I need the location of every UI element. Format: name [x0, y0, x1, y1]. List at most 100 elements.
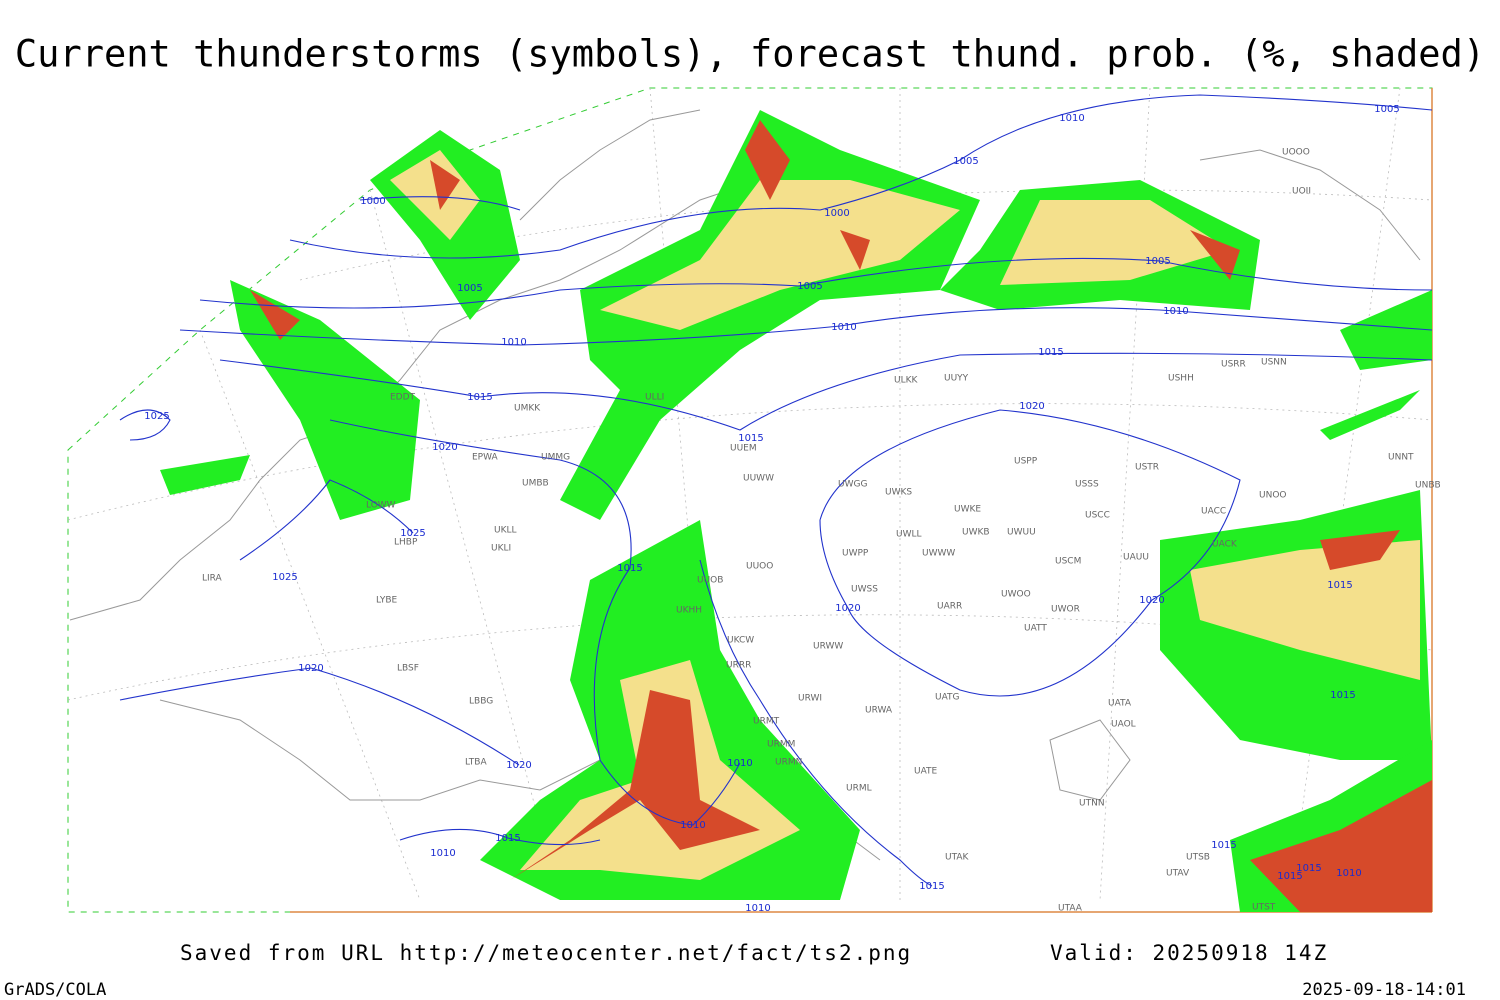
station-code: URMN — [775, 758, 802, 768]
station-code: UWOR — [1051, 605, 1080, 615]
station-code: UATE — [914, 767, 938, 777]
station-code: UKLL — [494, 526, 517, 536]
isobar-label: 1025 — [144, 411, 169, 422]
station-code: URWI — [798, 694, 822, 704]
station-code: UWUU — [1007, 528, 1036, 538]
station-code: UWKE — [954, 505, 981, 515]
station-code: UWLL — [896, 530, 922, 540]
station-code: UWGG — [838, 480, 867, 490]
isobar-label: 1010 — [1163, 306, 1188, 317]
station-code: UWKS — [885, 488, 912, 498]
station-code: UTAV — [1166, 869, 1190, 879]
station-code: LBBG — [469, 697, 493, 707]
station-code: USPP — [1014, 457, 1038, 467]
software-credit: GrADS/COLA — [4, 980, 106, 1000]
isobar-label: 1000 — [824, 208, 849, 219]
station-code: UTAA — [1058, 904, 1083, 914]
station-code: LYBE — [376, 596, 397, 606]
station-code: UTSB — [1186, 853, 1210, 863]
isobar-label: 1010 — [727, 758, 752, 769]
isobar-label: 1020 — [432, 442, 457, 453]
station-code: UMKK — [514, 404, 541, 414]
isobar-label: 1005 — [797, 281, 822, 292]
station-code: UARR — [937, 602, 962, 612]
station-code: ULKK — [894, 376, 919, 386]
station-code: URMT — [753, 717, 780, 727]
station-code: UAUU — [1123, 553, 1149, 563]
isobar-label: 1020 — [506, 760, 531, 771]
station-code: USCC — [1085, 511, 1110, 521]
station-code: URML — [846, 784, 872, 794]
isobars — [119, 94, 1433, 887]
station-code: UMMG — [541, 453, 570, 463]
station-code: LIRA — [202, 574, 223, 584]
station-code: UKHH — [676, 606, 702, 616]
station-code: EDDT — [390, 393, 416, 403]
isobar-label: 1020 — [1019, 401, 1044, 412]
station-code: UUOB — [697, 576, 723, 586]
station-code: UOOO — [1282, 148, 1310, 158]
isobar-label: 1010 — [831, 322, 856, 333]
station-code: UATA — [1108, 699, 1132, 709]
isobar-label: 1010 — [745, 903, 770, 914]
isobar-label: 1010 — [680, 820, 705, 831]
isobar-label: 1005 — [1145, 256, 1170, 267]
station-code: UAOL — [1111, 720, 1136, 730]
station-code: UWPP — [842, 549, 869, 559]
map-labels: 1000 1005 1010 1015 1020 1025 1025 1025 1020 1020… — [144, 104, 1440, 914]
isobar-label: 1020 — [298, 663, 323, 674]
station-code: URWA — [865, 706, 893, 716]
isobar-label: 1010 — [501, 337, 526, 348]
station-code: UUOO — [746, 562, 773, 572]
station-code: UWOO — [1001, 590, 1031, 600]
station-code: USCM — [1055, 557, 1081, 567]
station-code: EPWA — [472, 453, 499, 463]
station-code: UUYY — [944, 374, 969, 384]
station-code: UTAK — [945, 853, 970, 863]
timestamp: 2025-09-18-14:01 — [1302, 980, 1466, 1000]
station-code: USHH — [1168, 374, 1194, 384]
isobar-label: 1020 — [835, 603, 860, 614]
station-code: UNOO — [1259, 491, 1287, 501]
isobar-label: 1015 — [738, 433, 763, 444]
station-code: USNN — [1261, 358, 1287, 368]
station-code: ULLI — [645, 393, 664, 403]
station-code: UNBB — [1415, 481, 1441, 491]
isobar-label: 1005 — [953, 156, 978, 167]
station-code: UWSS — [851, 585, 878, 595]
isobar-label: 1015 — [617, 563, 642, 574]
title: Current thunderstorms (symbols), forecas… — [15, 33, 1485, 76]
isobar-label: 1005 — [1374, 104, 1399, 115]
isobar-label: 1015 — [1327, 580, 1352, 591]
station-code: UACC — [1201, 507, 1226, 517]
station-code: UATG — [935, 693, 960, 703]
isobar-label: 1015 — [495, 833, 520, 844]
isobar-label: 1015 — [1277, 871, 1302, 882]
isobar-label: 1015 — [1038, 347, 1063, 358]
station-code: UKCW — [727, 636, 754, 646]
station-code: URMM — [767, 740, 795, 750]
station-code: LTBA — [465, 758, 487, 768]
station-code: UOII — [1292, 187, 1311, 197]
source-url: Saved from URL http://meteocenter.net/fa… — [180, 941, 912, 965]
station-code: URWW — [813, 642, 843, 652]
isobar-label: 1015 — [1296, 863, 1321, 874]
station-code: UUWW — [743, 474, 774, 484]
isobar-label: 1010 — [1059, 113, 1084, 124]
isobar-label: 1025 — [272, 572, 297, 583]
isobar-label: 1015 — [1211, 840, 1236, 851]
station-code: UUEM — [730, 444, 757, 454]
station-code: UKLI — [491, 544, 511, 554]
probability-shading — [160, 110, 1432, 912]
station-code: USRR — [1221, 360, 1246, 370]
station-code: USSS — [1075, 480, 1099, 490]
station-code: UTST — [1252, 903, 1276, 913]
isobar-label: 1000 — [360, 196, 385, 207]
valid-time: Valid: 20250918 14Z — [1050, 941, 1328, 965]
station-code: UMBB — [522, 479, 549, 489]
station-code: UWWW — [922, 549, 955, 559]
isobar-label: 1015 — [1330, 690, 1355, 701]
station-code: LOWW — [366, 501, 396, 511]
isobar-label: 1010 — [1336, 868, 1361, 879]
